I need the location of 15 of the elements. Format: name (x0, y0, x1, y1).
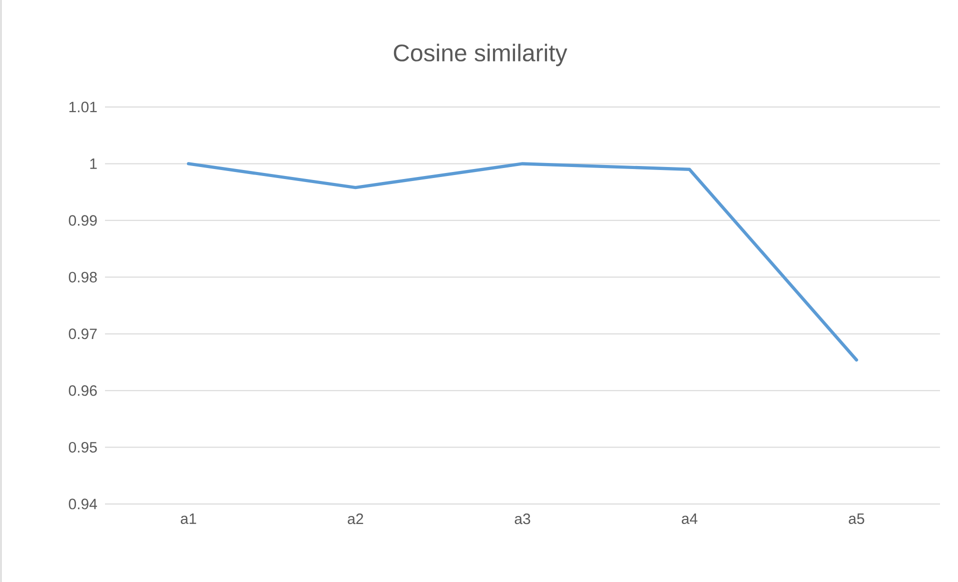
y-tick-label: 1 (90, 158, 97, 169)
line-series (186, 162, 858, 362)
chart-title: Cosine similarity (394, 44, 568, 66)
x-tick-label: a4 (682, 514, 698, 524)
x-tick-label: a5 (848, 514, 864, 524)
y-tick-label: 1.01 (69, 102, 97, 112)
y-tick-label: 0.97 (68, 328, 97, 340)
x-tick-label: a3 (514, 514, 530, 524)
x-tick-label: a2 (348, 514, 364, 524)
y-tick-label: 0.94 (68, 498, 98, 510)
y-tick-label: 0.99 (68, 215, 97, 226)
y-tick-label: 0.96 (68, 385, 97, 396)
y-tick-label: 0.98 (68, 272, 97, 282)
x-tick-label: a1 (180, 514, 196, 524)
y-tick-label: 0.95 (68, 442, 97, 453)
